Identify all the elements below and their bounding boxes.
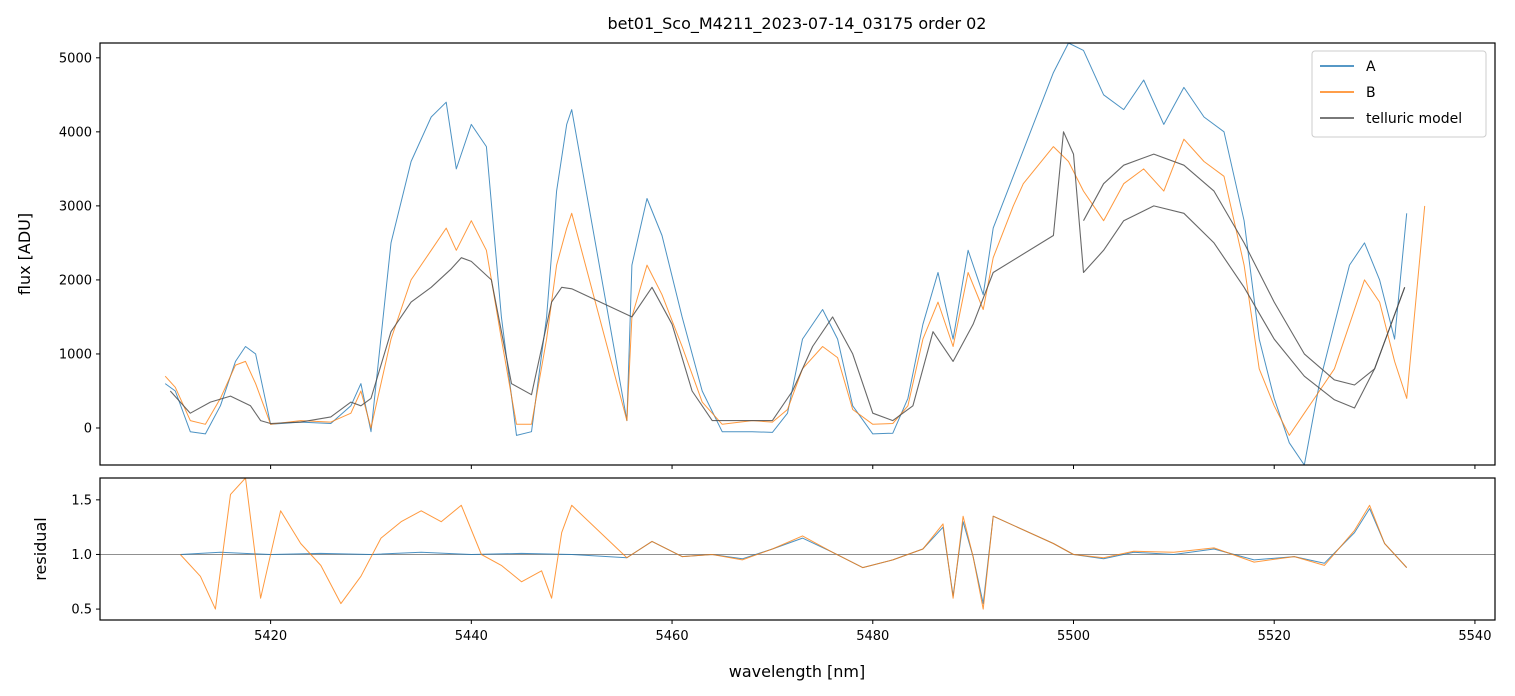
residual-y-ticks: 0.5 1.0 1.5 [71,493,100,618]
residual-series-group [100,478,1495,610]
flux-y-tick-label: 1000 [59,347,92,362]
legend-label-telluric: telluric model [1366,111,1462,127]
chart-title: bet01_Sco_M4211_2023-07-14_03175 order 0… [608,14,987,34]
residual-x-tick-label: 5480 [856,629,889,644]
legend-label-a: A [1366,59,1376,75]
legend-label-b: B [1366,85,1376,101]
residual-x-tick-label: 5540 [1458,629,1491,644]
flux-y-axis-label: flux [ADU] [15,213,34,295]
residual-panel: 0.5 1.0 1.5 5420 5440 5460 5480 5500 5520 5540 r… [31,477,1496,681]
flux-y-tick-label: 0 [84,421,92,436]
residual-x-tick-label: 5420 [254,629,287,644]
residual-y-tick-label: 1.5 [71,493,92,508]
residual-series-b [179,478,1408,610]
residual-x-ticks: 5420 5440 5460 5480 5500 5520 5540 [254,620,1491,644]
residual-x-tick-label: 5460 [656,629,689,644]
residual-y-axis-label: residual [31,517,50,580]
residual-series-a [180,508,1408,605]
flux-panel-frame [99,42,1496,466]
flux-x-ticks [270,465,1476,469]
flux-y-tick-label: 3000 [59,199,92,214]
flux-panel: 0 1000 2000 3000 4000 5000 flux [ADU] A B tel… [15,42,1496,469]
legend-box [1311,50,1487,138]
legend: A B telluric model [1311,50,1487,138]
x-axis-label: wavelength [nm] [729,662,866,681]
residual-x-tick-label: 5500 [1057,629,1090,644]
flux-y-tick-label: 2000 [59,273,92,288]
flux-series-telluric-model-upper [1083,153,1406,386]
flux-y-ticks: 0 1000 2000 3000 4000 5000 [59,51,100,436]
flux-series-b [164,138,1426,436]
flux-series-group [164,43,1426,465]
flux-y-tick-label: 4000 [59,125,92,140]
residual-x-tick-label: 5520 [1258,629,1291,644]
residual-x-tick-label: 5440 [455,629,488,644]
residual-y-tick-label: 1.0 [71,548,92,563]
residual-y-tick-label: 0.5 [71,603,92,618]
flux-y-tick-label: 5000 [59,51,92,66]
flux-series-telluric-model [169,131,1406,425]
flux-series-a [164,43,1408,465]
residual-panel-frame [99,477,1496,621]
